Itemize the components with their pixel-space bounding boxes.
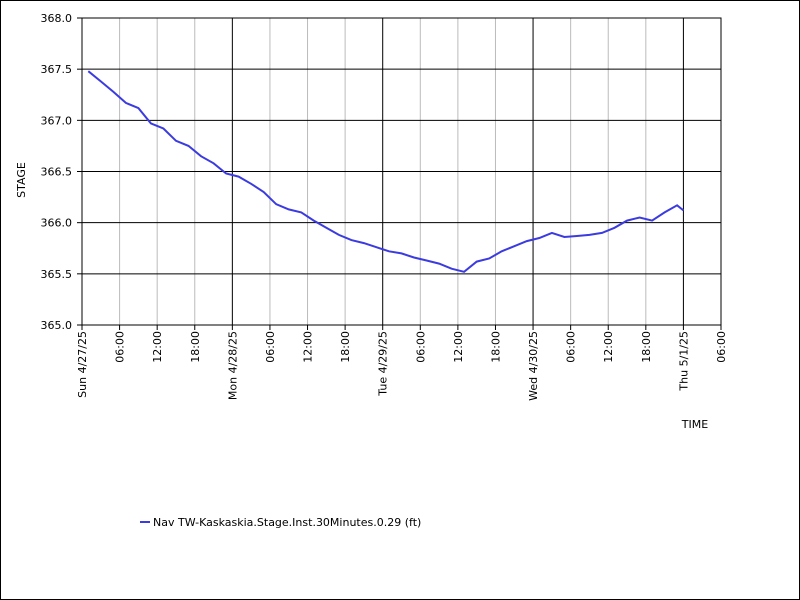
y-tick-label: 367.5: [41, 63, 73, 76]
x-tick-label: 12:00: [602, 331, 615, 363]
y-tick-label: 365.5: [41, 268, 73, 281]
data-line: [87, 70, 685, 273]
y-axis-label: STAGE: [15, 162, 28, 198]
x-tick-label: Thu 5/1/25: [677, 331, 690, 392]
x-tick-label: Wed 4/30/25: [527, 331, 540, 401]
y-tick-label: 366.0: [41, 217, 73, 230]
x-tick-label: 06:00: [114, 331, 127, 363]
x-tick-label: 06:00: [715, 331, 728, 363]
x-tick-label: 12:00: [151, 331, 164, 363]
x-tick-label: 12:00: [302, 331, 315, 363]
x-tick-label: 06:00: [565, 331, 578, 363]
x-tick-label: 12:00: [452, 331, 465, 363]
x-tick-label: Tue 4/29/25: [377, 331, 390, 397]
x-tick-label: 06:00: [264, 331, 277, 363]
x-tick-label: 18:00: [640, 331, 653, 363]
y-tick-label: 368.0: [41, 12, 73, 25]
x-axis-label: TIME: [681, 418, 708, 431]
x-tick-label: Mon 4/28/25: [226, 331, 239, 400]
y-tick-label: 367.0: [41, 114, 73, 127]
y-tick-label: 366.5: [41, 166, 73, 179]
x-tick-label: 18:00: [489, 331, 502, 363]
x-tick-label: 06:00: [414, 331, 427, 363]
legend-label: Nav TW-Kaskaskia.Stage.Inst.30Minutes.0.…: [153, 516, 421, 529]
plot-border: [81, 17, 722, 326]
x-tick-label: 18:00: [189, 331, 202, 363]
x-tick-label: 18:00: [339, 331, 352, 363]
y-tick-label: 365.0: [41, 319, 73, 332]
x-tick-label: Sun 4/27/25: [76, 331, 89, 398]
